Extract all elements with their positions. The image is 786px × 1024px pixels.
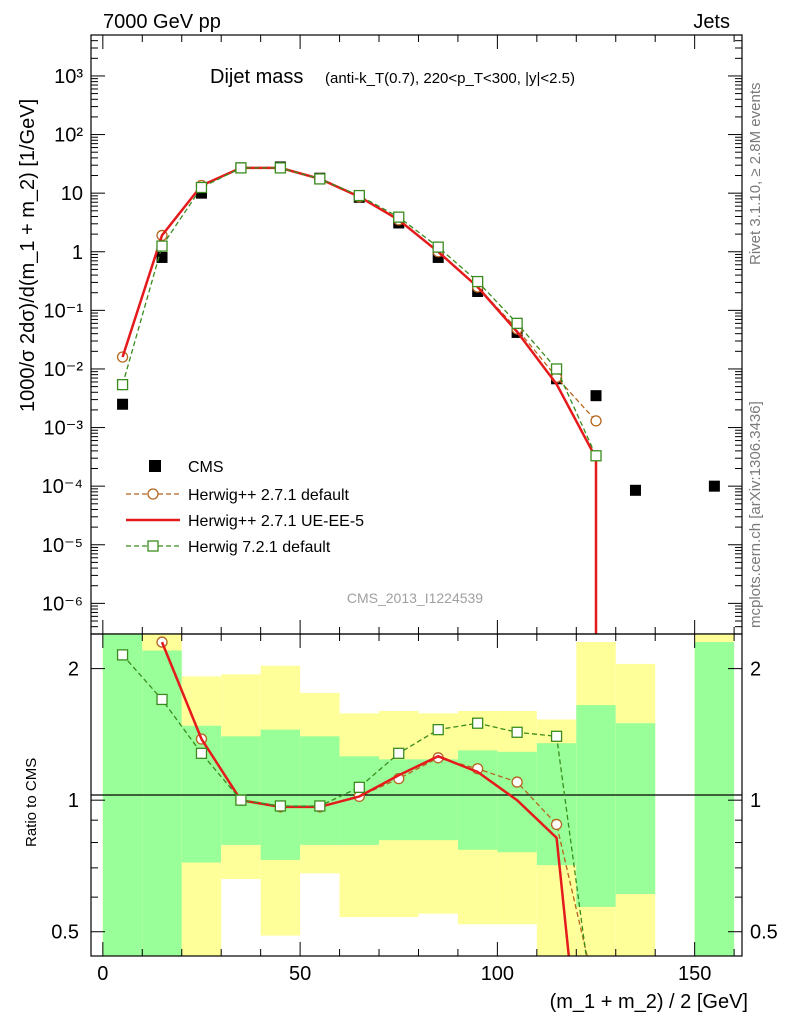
data-point <box>708 480 720 492</box>
y-tick-label: 10² <box>54 125 83 147</box>
header-right: Jets <box>693 11 730 33</box>
ratio-marker <box>156 636 168 648</box>
ratio-marker <box>195 747 208 759</box>
legend-marker <box>147 540 159 552</box>
ratio-plot-panel: 0.5 0.5 1 1 2 2 0 50 100 150 Ratio to CMS (m_1 + … <box>23 633 778 1013</box>
inner-band <box>615 723 656 894</box>
data-point <box>195 187 207 199</box>
ratio-marker <box>511 776 523 788</box>
marker <box>393 211 405 223</box>
marker <box>353 189 365 202</box>
ratio-y-tick-label-right: 2 <box>750 659 761 681</box>
inner-band <box>300 736 340 845</box>
y-tick-label: 10⁻⁶ <box>42 593 83 615</box>
marker <box>472 275 484 288</box>
ratio-marker <box>116 649 129 661</box>
y-tick-label: 10 <box>61 183 83 205</box>
ratio-marker <box>353 781 365 793</box>
legend: CMS Herwig++ 2.7.1 default Herwig++ 2.7.1 … <box>126 459 364 556</box>
rivet-label: Rivet 3.1.10, ≥ 2.8M events <box>747 83 764 266</box>
data-point <box>629 484 641 496</box>
main-plot-ticks: 10⁻⁶ 10⁻⁵ 10⁻⁴ 10⁻³ 10⁻² 10⁻¹ 1 10 10² 10³ <box>42 34 742 635</box>
inner-band <box>221 736 261 845</box>
marker <box>116 378 129 391</box>
series-line <box>121 166 598 634</box>
marker <box>274 162 287 174</box>
main-plot-ylabel: 1000/σ 2dσ)/d(m_1 + m_2) [1/GeV] <box>17 99 39 412</box>
marker <box>235 162 247 174</box>
series-line <box>121 167 597 457</box>
y-tick-label: 1 <box>72 242 83 264</box>
ratio-y-tick-label: 2 <box>68 659 79 681</box>
y-tick-label: 10⁻³ <box>44 418 84 440</box>
legend-label: Herwig++ 2.7.1 default <box>188 487 350 504</box>
ratio-marker <box>432 723 444 736</box>
ratio-marker <box>393 747 405 759</box>
data-point <box>432 251 444 263</box>
marker <box>156 240 168 252</box>
ratio-marker <box>314 800 326 812</box>
ratio-plot-ylabel: Ratio to CMS <box>23 758 40 847</box>
ratio-x-tick-label: 150 <box>678 963 711 985</box>
ratio-line <box>160 641 571 956</box>
inner-band <box>694 642 735 956</box>
ratio-marker <box>274 800 287 812</box>
ratio-y-tick-label-right: 1 <box>750 790 761 812</box>
ratio-marker <box>472 717 484 729</box>
data-point <box>156 251 168 263</box>
ratio-x-tick-label: 0 <box>97 963 108 985</box>
ratio-marker <box>550 818 563 831</box>
ratio-ticks: 0.5 0.5 1 1 2 2 0 50 100 150 <box>51 634 778 985</box>
marker <box>511 317 523 330</box>
y-tick-label: 10⁻⁵ <box>42 535 83 557</box>
header-left: 7000 GeV pp <box>103 11 221 33</box>
marker <box>432 241 444 253</box>
main-plot-subtitle: (anti-k_T(0.7), 220<p_T<300, |y|<2.5) <box>325 70 575 87</box>
legend-marker <box>149 460 161 472</box>
ratio-marker <box>235 794 247 806</box>
legend-marker <box>147 488 159 500</box>
legend-label: CMS <box>188 459 224 476</box>
inner-band <box>379 759 419 841</box>
data-point <box>117 398 129 410</box>
mcplots-label: mcplots.cern.ch [arXiv:1306.3436] <box>747 401 764 628</box>
y-tick-label: 10³ <box>54 66 83 88</box>
series-line <box>121 167 597 422</box>
ratio-marker <box>511 726 523 738</box>
main-plot-series <box>116 161 720 634</box>
ratio-y-tick-label: 0.5 <box>51 922 79 944</box>
marker <box>590 415 602 427</box>
inner-band <box>497 751 537 853</box>
watermark: CMS_2013_I1224539 <box>347 590 483 606</box>
marker <box>314 173 326 185</box>
ratio-y-tick-label-right: 0.5 <box>750 922 778 944</box>
inner-band <box>142 650 182 956</box>
marker <box>195 181 208 194</box>
main-plot-title: Dijet mass <box>210 66 303 88</box>
ratio-series <box>116 636 588 956</box>
y-tick-label: 10⁻² <box>44 359 84 381</box>
inner-band <box>102 634 143 956</box>
ratio-uncertainty-bands <box>102 634 735 956</box>
legend-label: Herwig 7.2.1 default <box>188 539 331 556</box>
ratio-x-tick-label: 50 <box>289 963 311 985</box>
y-tick-label: 10⁻¹ <box>44 300 84 322</box>
ratio-marker <box>156 693 168 706</box>
marker <box>550 363 563 375</box>
ratio-plot-frame <box>90 633 743 957</box>
inner-band <box>418 759 458 841</box>
ratio-y-tick-label: 1 <box>68 790 79 812</box>
marker <box>116 351 129 363</box>
inner-band <box>576 705 616 907</box>
legend-label: Herwig++ 2.7.1 UE-EE-5 <box>188 513 364 530</box>
ratio-marker <box>550 730 563 742</box>
y-tick-label: 10⁻⁴ <box>42 476 83 498</box>
main-plot-panel: 10⁻⁶ 10⁻⁵ 10⁻⁴ 10⁻³ 10⁻² 10⁻¹ 1 10 10² 10³ Dijet … <box>17 34 743 635</box>
ratio-plot-xlabel: (m_1 + m_2) / 2 [GeV] <box>550 991 748 1013</box>
inner-band <box>181 725 222 863</box>
data-point <box>590 390 602 402</box>
ratio-x-tick-label: 100 <box>481 963 514 985</box>
marker <box>590 450 602 462</box>
